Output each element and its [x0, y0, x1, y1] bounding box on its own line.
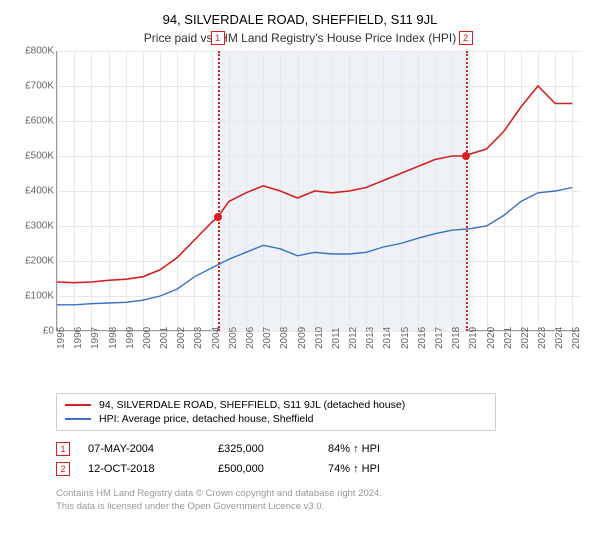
- marker-line-1: [218, 51, 220, 331]
- x-tick-label: 2010: [314, 327, 325, 349]
- x-tick-label: 2016: [417, 327, 428, 349]
- x-tick-label: 2002: [176, 327, 187, 349]
- marker-box-1: 1: [211, 31, 225, 45]
- chart: £0£100K£200K£300K£400K£500K£600K£700K£80…: [56, 51, 580, 361]
- marker-point-1: [214, 213, 222, 221]
- x-tick-label: 2018: [451, 327, 462, 349]
- y-tick-label: £500K: [25, 151, 54, 162]
- chart-lines: [57, 51, 581, 331]
- y-tick-label: £700K: [25, 81, 54, 92]
- plot-area: 12: [56, 51, 580, 331]
- x-axis: 1995199619971998199920002001200220032004…: [56, 335, 580, 375]
- legend-swatch: [65, 404, 91, 406]
- footer-line1: Contains HM Land Registry data © Crown c…: [56, 487, 580, 500]
- transaction-date: 12-OCT-2018: [88, 463, 218, 475]
- marker-line-2: [466, 51, 468, 331]
- legend-label: 94, SILVERDALE ROAD, SHEFFIELD, S11 9JL …: [99, 399, 405, 411]
- transaction-pct: 74% ↑ HPI: [328, 463, 448, 475]
- x-tick-label: 2024: [554, 327, 565, 349]
- x-tick-label: 2012: [348, 327, 359, 349]
- transaction-marker-box: 1: [56, 442, 70, 456]
- x-tick-label: 2005: [228, 327, 239, 349]
- x-tick-label: 2022: [520, 327, 531, 349]
- y-axis: £0£100K£200K£300K£400K£500K£600K£700K£80…: [18, 51, 56, 331]
- x-tick-label: 2003: [193, 327, 204, 349]
- x-tick-label: 2001: [159, 327, 170, 349]
- x-tick-label: 1995: [56, 327, 67, 349]
- transaction-date: 07-MAY-2004: [88, 443, 218, 455]
- series-property: [57, 86, 572, 283]
- legend-item: HPI: Average price, detached house, Shef…: [65, 412, 487, 426]
- y-tick-label: £200K: [25, 256, 54, 267]
- transaction-price: £500,000: [218, 463, 328, 475]
- transaction-pct: 84% ↑ HPI: [328, 443, 448, 455]
- x-tick-label: 2015: [400, 327, 411, 349]
- x-tick-label: 2017: [434, 327, 445, 349]
- y-tick-label: £400K: [25, 186, 54, 197]
- footer: Contains HM Land Registry data © Crown c…: [56, 487, 580, 514]
- transaction-marker-box: 2: [56, 462, 70, 476]
- x-tick-label: 2007: [262, 327, 273, 349]
- transaction-price: £325,000: [218, 443, 328, 455]
- y-tick-label: £800K: [25, 46, 54, 57]
- legend-item: 94, SILVERDALE ROAD, SHEFFIELD, S11 9JL …: [65, 398, 487, 412]
- y-tick-label: £600K: [25, 116, 54, 127]
- y-tick-label: £100K: [25, 291, 54, 302]
- footer-line2: This data is licensed under the Open Gov…: [56, 500, 580, 513]
- x-tick-label: 2013: [365, 327, 376, 349]
- x-tick-label: 2011: [331, 327, 342, 349]
- marker-point-2: [462, 152, 470, 160]
- x-tick-label: 2025: [571, 327, 582, 349]
- x-tick-label: 1997: [90, 327, 101, 349]
- transaction-row: 1 07-MAY-2004£325,00084% ↑ HPI: [56, 439, 580, 459]
- legend: 94, SILVERDALE ROAD, SHEFFIELD, S11 9JL …: [56, 393, 496, 431]
- x-tick-label: 2021: [503, 327, 514, 349]
- y-tick-label: £0: [43, 326, 54, 337]
- x-tick-label: 2006: [245, 327, 256, 349]
- x-tick-label: 2004: [211, 327, 222, 349]
- x-tick-label: 1996: [73, 327, 84, 349]
- x-tick-label: 2009: [297, 327, 308, 349]
- series-hpi: [57, 188, 572, 305]
- marker-box-2: 2: [459, 31, 473, 45]
- legend-label: HPI: Average price, detached house, Shef…: [99, 413, 313, 425]
- x-tick-label: 1999: [125, 327, 136, 349]
- page-subtitle: Price paid vs. HM Land Registry's House …: [20, 31, 580, 45]
- x-tick-label: 2000: [142, 327, 153, 349]
- transaction-row: 2 12-OCT-2018£500,00074% ↑ HPI: [56, 459, 580, 479]
- x-tick-label: 1998: [108, 327, 119, 349]
- x-tick-label: 2014: [382, 327, 393, 349]
- transactions-table: 1 07-MAY-2004£325,00084% ↑ HPI 2 12-OCT-201…: [56, 439, 580, 479]
- x-tick-label: 2023: [537, 327, 548, 349]
- legend-swatch: [65, 418, 91, 420]
- x-tick-label: 2008: [279, 327, 290, 349]
- x-tick-label: 2019: [468, 327, 479, 349]
- y-tick-label: £300K: [25, 221, 54, 232]
- x-tick-label: 2020: [486, 327, 497, 349]
- page-title: 94, SILVERDALE ROAD, SHEFFIELD, S11 9JL: [20, 12, 580, 27]
